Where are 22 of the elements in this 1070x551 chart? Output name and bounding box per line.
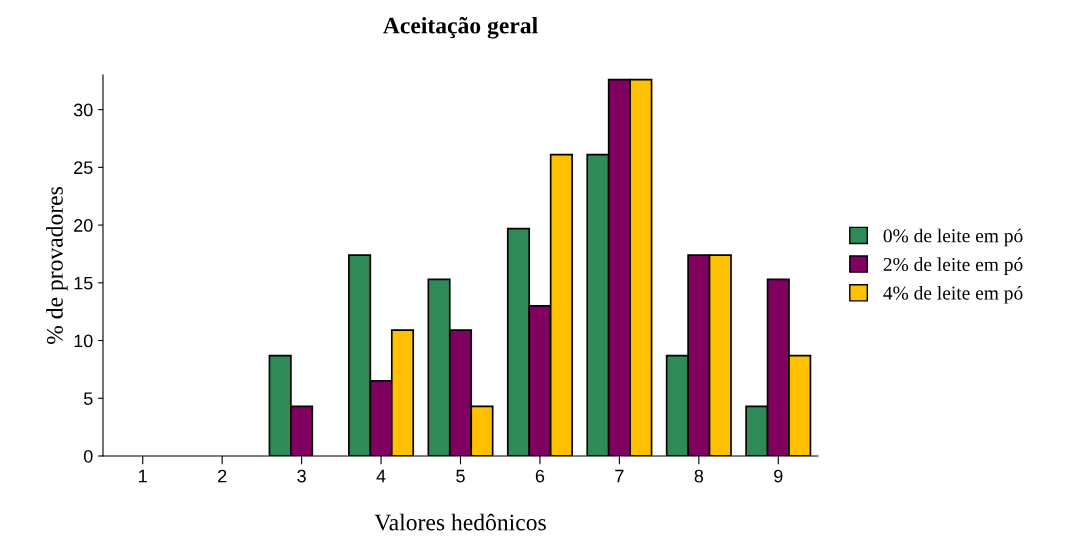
y-tick-label: 30 bbox=[73, 103, 93, 117]
x-tick-label: 9 bbox=[774, 469, 783, 483]
y-tick-label: 10 bbox=[74, 334, 93, 348]
y-tick-label: 25 bbox=[74, 161, 93, 175]
x-axis-title: Valores hedônicos bbox=[374, 513, 546, 531]
x-tick-label: 6 bbox=[535, 469, 545, 483]
y-tick-label: 5 bbox=[83, 392, 93, 405]
legend-label: 4% de leite em pó bbox=[883, 285, 1023, 304]
x-tick-label: 2 bbox=[218, 469, 227, 483]
x-tick-label: 3 bbox=[297, 469, 306, 483]
x-tick-label: 5 bbox=[456, 469, 465, 483]
x-tick-label: 4 bbox=[376, 469, 386, 483]
x-tick-label: 1 bbox=[139, 469, 147, 483]
x-tick-label: 8 bbox=[694, 469, 704, 483]
y-tick-label: 15 bbox=[74, 276, 93, 290]
legend-label: 2% de leite em pó bbox=[883, 257, 1023, 275]
chart-title: Aceitação geral bbox=[383, 16, 538, 39]
x-tick-label: 7 bbox=[615, 469, 624, 483]
y-tick-label: 20 bbox=[74, 219, 93, 232]
y-tick-label: 0 bbox=[83, 449, 93, 463]
y-axis-title: % de provadores bbox=[46, 187, 68, 345]
legend-label: 0% de leite em pó bbox=[883, 228, 1023, 247]
